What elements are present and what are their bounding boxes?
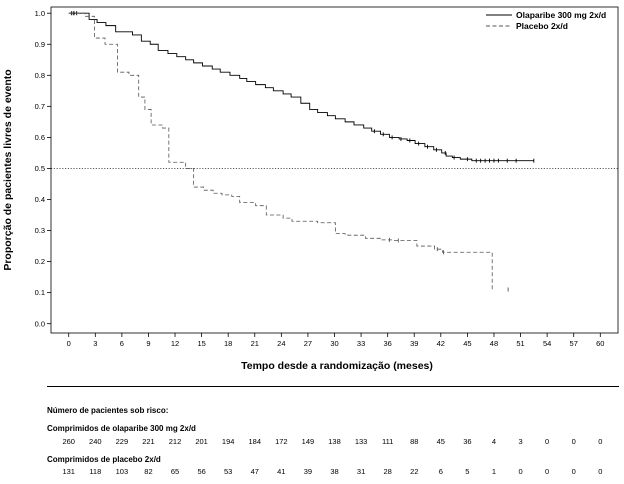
risk-count: 103 [115, 467, 129, 476]
risk-count: 240 [89, 437, 102, 446]
risk-count: 201 [195, 437, 208, 446]
risk-count: 131 [62, 467, 75, 476]
risk-count: 6 [438, 467, 443, 476]
y-tick-label: 0.4 [35, 195, 45, 204]
risk-count: 82 [144, 467, 153, 476]
x-axis-title: Tempo desde a randomização (meses) [241, 360, 433, 372]
risk-count: 118 [89, 467, 102, 476]
y-tick-label: 0.3 [35, 226, 45, 235]
risk-count: 172 [275, 437, 288, 446]
risk-count: 0 [571, 467, 576, 476]
x-tick-label: 54 [543, 339, 551, 348]
x-tick-label: 48 [490, 339, 498, 348]
x-tick-label: 6 [120, 339, 124, 348]
risk-table-header: Número de pacientes sob risco: [47, 406, 169, 415]
y-tick-label: 0.7 [35, 102, 45, 111]
risk-count: 4 [491, 437, 497, 446]
x-tick-label: 57 [570, 339, 578, 348]
plot-frame [50, 6, 619, 334]
risk-count: 47 [250, 467, 259, 476]
risk-group-label-placebo: Comprimidos de placebo 2x/d [47, 455, 161, 464]
risk-count: 0 [571, 437, 576, 446]
risk-count: 194 [221, 437, 235, 446]
risk-count: 56 [197, 467, 206, 476]
risk-count: 28 [383, 467, 392, 476]
y-tick-label: 0.8 [35, 71, 45, 80]
risk-count: 212 [168, 437, 182, 446]
risk-count: 22 [410, 467, 419, 476]
y-tick-label: 0.5 [35, 164, 45, 173]
x-tick-label: 0 [67, 339, 71, 348]
survival-curves [68, 11, 535, 292]
x-tick-label: 36 [383, 339, 391, 348]
x-axis: 0 3 6 9 12 15 18 21 24 27 30 33 36 39 42 45 48 51 54 57 60 [67, 333, 604, 348]
series-line-olaparib [68, 12, 534, 162]
risk-count: 149 [301, 437, 315, 446]
y-axis-title: Proporção de pacientes livres de evento [2, 69, 14, 270]
y-tick-label: 0.0 [35, 319, 45, 328]
risk-count: 0 [545, 467, 550, 476]
x-tick-label: 15 [197, 339, 205, 348]
risk-count: 138 [328, 437, 341, 446]
x-tick-label: 24 [277, 339, 285, 348]
risk-count: 0 [518, 467, 523, 476]
x-tick-label: 30 [330, 339, 338, 348]
x-tick-label: 21 [251, 339, 259, 348]
x-tick-label: 42 [437, 339, 445, 348]
y-axis: 0.0 0.1 0.2 0.3 0.4 0.5 0.6 0.7 0.8 0.9 1.0 [35, 9, 51, 328]
risk-count: 36 [463, 437, 472, 446]
y-tick-label: 0.2 [35, 257, 45, 266]
risk-count: 39 [303, 467, 313, 476]
risk-count: 88 [410, 437, 419, 446]
y-tick-label: 0.6 [35, 133, 45, 142]
risk-count: 41 [277, 467, 286, 476]
risk-count: 260 [62, 437, 75, 446]
x-tick-label: 27 [304, 339, 312, 348]
risk-count: 65 [170, 467, 180, 476]
risk-count: 184 [248, 437, 262, 446]
risk-count: 3 [518, 437, 523, 446]
risk-count: 221 [142, 437, 155, 446]
series-line-placebo [68, 12, 493, 290]
risk-count: 111 [381, 437, 394, 446]
x-tick-label: 3 [93, 339, 97, 348]
risk-count: 0 [598, 437, 603, 446]
legend-label: Olaparibe 300 mg 2x/d [516, 10, 606, 20]
risk-row-olaparib: 260 240 229 221 212 201 194 184 172 149 138 133 111 8… [0, 437, 624, 449]
risk-count: 133 [354, 437, 368, 446]
risk-count: 229 [115, 437, 129, 446]
x-tick-label: 33 [357, 339, 365, 348]
x-tick-label: 12 [171, 339, 179, 348]
y-tick-label: 0.1 [35, 288, 45, 297]
km-chart: 0.00.10.20.30.40.50.60.70.80.91.0 0 3 6 9 12… [2, 6, 619, 372]
risk-count: 31 [356, 467, 366, 476]
risk-row-placebo: 131 118 103 82 65 56 53 47 41 39 38 31 28 22 6 5 1 0 0 0 0 [0, 467, 624, 479]
x-tick-label: 39 [410, 339, 418, 348]
risk-count: 45 [436, 437, 445, 446]
x-tick-label: 45 [463, 339, 471, 348]
y-tick-label: 1.0 [35, 9, 45, 18]
risk-count: 38 [330, 467, 339, 476]
risk-count: 5 [465, 467, 470, 476]
risk-count: 53 [224, 467, 233, 476]
x-tick-label: 9 [146, 339, 150, 348]
separator-line [47, 386, 619, 387]
x-tick-label: 18 [224, 339, 232, 348]
risk-count: 0 [545, 437, 550, 446]
y-tick-label: 0.9 [35, 40, 45, 49]
risk-group-label-olaparib: Comprimidos de olaparibe 300 mg 2x/d [47, 424, 196, 433]
x-tick-label: 60 [596, 339, 604, 348]
risk-count: 0 [598, 467, 603, 476]
risk-count: 1 [491, 467, 497, 476]
x-tick-label: 51 [516, 339, 524, 348]
legend-label: Placebo 2x/d [516, 21, 568, 31]
